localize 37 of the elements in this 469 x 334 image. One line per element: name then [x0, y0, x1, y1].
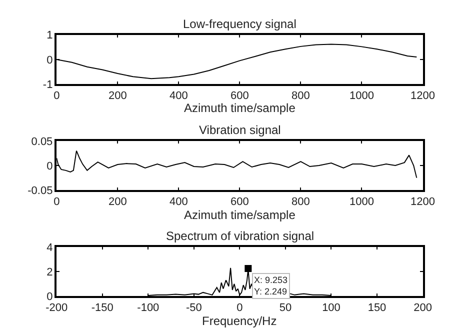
x-tick-label: 600	[230, 196, 249, 208]
x-tick-label: 1000	[350, 196, 374, 208]
x-tick-label: -100	[137, 302, 160, 314]
x-tick-label: 400	[170, 90, 188, 102]
x-tick-label: 1200	[410, 196, 436, 208]
x-tick-label: 200	[108, 196, 127, 208]
chart-title: Low-frequency signal	[183, 17, 296, 31]
y-tick-label: 0	[46, 160, 53, 172]
x-axis-title: Azimuth time/sample	[184, 101, 296, 115]
x-tick-label: 200	[108, 90, 127, 102]
y-tick-label: 4	[46, 242, 53, 254]
y-tick-label: 2	[46, 266, 53, 278]
y-tick-label: 0	[46, 54, 53, 66]
x-tick-label: -50	[186, 302, 202, 314]
x-tick-label: -200	[46, 302, 68, 314]
y-tick-label: 0	[46, 291, 53, 303]
x-tick-label: 400	[170, 196, 188, 208]
y-tick-label: 1	[46, 30, 53, 42]
annotation: X: 9.253 Y: 2.249	[254, 275, 288, 297]
y-tick-label: 0.05	[31, 136, 53, 148]
x-tick-label: 150	[368, 302, 386, 314]
x-tick-label: 0	[236, 302, 243, 314]
x-tick-label: 100	[322, 302, 340, 314]
x-tick-label: 200	[414, 302, 432, 314]
chart-title: Vibration signal	[199, 123, 281, 137]
x-tick-label: 1200	[410, 90, 436, 102]
x-axis-title: Azimuth time/sample	[184, 208, 296, 222]
y-tick-label: -1	[42, 78, 53, 91]
chart-title: Spectrum of vibration signal	[166, 229, 314, 243]
x-tick-label: -150	[91, 302, 114, 314]
x-tick-label: 50	[279, 302, 292, 314]
x-tick-label: 800	[292, 90, 310, 102]
y-tick-label: -0.05	[28, 184, 53, 197]
x-axis-title: Frequency/Hz	[202, 314, 277, 328]
x-tick-label: 600	[230, 90, 249, 102]
x-tick-label: 800	[292, 196, 310, 208]
x-tick-label: 1000	[350, 90, 374, 102]
